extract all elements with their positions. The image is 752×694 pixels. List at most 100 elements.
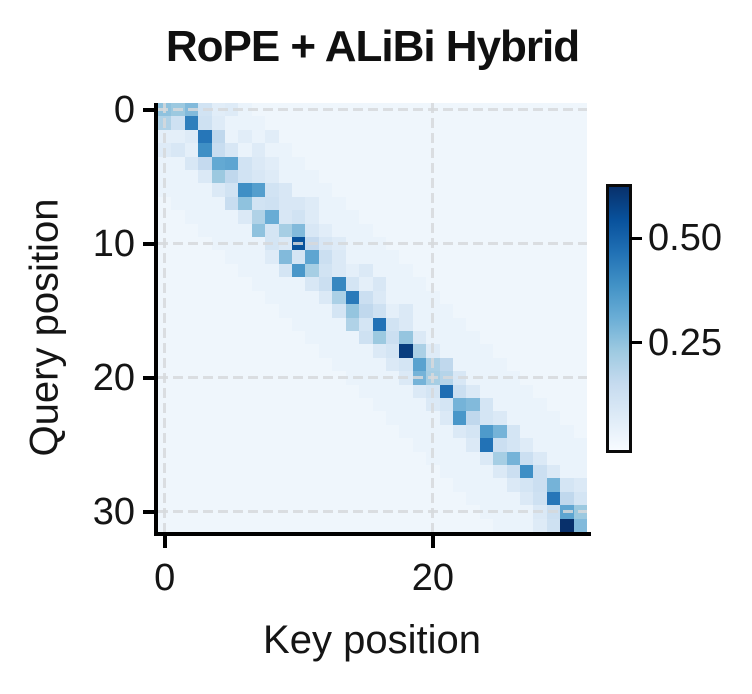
heatmap-cell xyxy=(533,143,547,157)
heatmap-cell xyxy=(493,263,507,278)
heatmap-cell xyxy=(292,143,306,157)
heatmap-cell xyxy=(466,344,480,358)
heatmap-cell xyxy=(171,290,185,305)
heatmap-cell xyxy=(519,317,534,331)
heatmap-cell xyxy=(546,116,561,130)
heatmap-cell xyxy=(506,491,520,506)
heatmap-cell xyxy=(560,116,574,130)
heatmap-cell xyxy=(439,317,453,331)
heatmap-cell xyxy=(359,290,373,305)
heatmap-cell xyxy=(292,277,306,291)
heatmap-cell xyxy=(533,263,547,278)
heatmap-cell xyxy=(466,290,480,305)
heatmap-cell xyxy=(238,183,252,197)
heatmap-cell xyxy=(493,183,507,197)
heatmap-cell xyxy=(265,116,279,130)
heatmap-cell xyxy=(278,183,293,197)
heatmap-cell xyxy=(305,250,319,264)
heatmap-cell xyxy=(412,263,427,278)
heatmap-cell xyxy=(372,397,386,412)
heatmap-cell xyxy=(278,478,293,492)
heatmap-cell xyxy=(439,451,453,465)
x-axis-label: Key position xyxy=(263,618,481,662)
heatmap-cell xyxy=(439,438,453,452)
heatmap-cell xyxy=(184,143,199,157)
heatmap-cell xyxy=(292,223,306,238)
heatmap-cell xyxy=(305,397,319,412)
heatmap-cell xyxy=(278,344,293,358)
heatmap-cell xyxy=(533,290,547,305)
heatmap-cell xyxy=(332,397,346,412)
heatmap-cell xyxy=(506,210,520,224)
heatmap-cell xyxy=(318,464,333,479)
heatmap-cell xyxy=(332,384,346,398)
heatmap-cell xyxy=(452,411,467,425)
heatmap-cell xyxy=(479,143,494,157)
heatmap-cell xyxy=(318,277,333,291)
heatmap-cell xyxy=(318,250,333,264)
heatmap-cell xyxy=(225,518,239,532)
heatmap-cell xyxy=(399,129,413,144)
heatmap-cell xyxy=(278,277,293,291)
heatmap-cell xyxy=(452,183,467,197)
heatmap-cell xyxy=(546,183,561,197)
heatmap-cell xyxy=(238,210,252,224)
heatmap-cell xyxy=(546,196,561,211)
heatmap-cell xyxy=(198,397,212,412)
heatmap-cell xyxy=(332,357,346,372)
heatmap-cell xyxy=(493,170,507,184)
heatmap-cell xyxy=(265,464,279,479)
heatmap-cell xyxy=(493,156,507,171)
y-axis-label: Query position xyxy=(22,198,67,457)
heatmap-cell xyxy=(359,183,373,197)
heatmap-cell xyxy=(278,196,293,211)
heatmap-cell xyxy=(184,357,199,372)
heatmap-cell xyxy=(292,464,306,479)
heatmap-cell xyxy=(238,344,252,358)
heatmap-cell xyxy=(265,317,279,331)
heatmap-cell xyxy=(345,304,360,318)
heatmap-cell xyxy=(251,478,266,492)
heatmap-cell xyxy=(412,277,427,291)
heatmap-cell xyxy=(345,317,360,331)
heatmap-cell xyxy=(238,143,252,157)
heatmap-cell xyxy=(251,250,266,264)
heatmap-cell xyxy=(332,170,346,184)
heatmap-cell xyxy=(519,424,534,439)
heatmap-cell xyxy=(305,424,319,439)
heatmap-cell xyxy=(573,263,587,278)
heatmap-cell xyxy=(225,277,239,291)
heatmap-cell xyxy=(238,438,252,452)
heatmap-cell xyxy=(184,384,199,398)
heatmap-cell xyxy=(318,143,333,157)
heatmap-cell xyxy=(278,156,293,171)
heatmap-cell xyxy=(198,116,212,130)
heatmap-cell xyxy=(452,451,467,465)
heatmap-cell xyxy=(506,263,520,278)
heatmap-cell xyxy=(385,491,400,506)
heatmap-cell xyxy=(560,304,574,318)
heatmap-cell xyxy=(278,384,293,398)
heatmap-cell xyxy=(318,330,333,345)
heatmap-cell xyxy=(519,344,534,358)
heatmap-cell xyxy=(399,491,413,506)
heatmap-cell xyxy=(560,357,574,372)
heatmap-cell xyxy=(466,330,480,345)
heatmap-cell xyxy=(385,518,400,532)
heatmap-cell xyxy=(184,156,199,171)
heatmap-cell xyxy=(211,170,226,184)
heatmap-cell xyxy=(573,183,587,197)
heatmap-cell xyxy=(225,290,239,305)
heatmap-cell xyxy=(399,451,413,465)
heatmap-cell xyxy=(506,290,520,305)
heatmap-cell xyxy=(251,438,266,452)
heatmap-cell xyxy=(198,438,212,452)
heatmap-cell xyxy=(359,156,373,171)
heatmap-cell xyxy=(211,491,226,506)
heatmap-cell xyxy=(412,357,427,372)
heatmap-cell xyxy=(238,451,252,465)
heatmap-cell xyxy=(251,397,266,412)
heatmap-cell xyxy=(385,317,400,331)
heatmap-cell xyxy=(292,263,306,278)
